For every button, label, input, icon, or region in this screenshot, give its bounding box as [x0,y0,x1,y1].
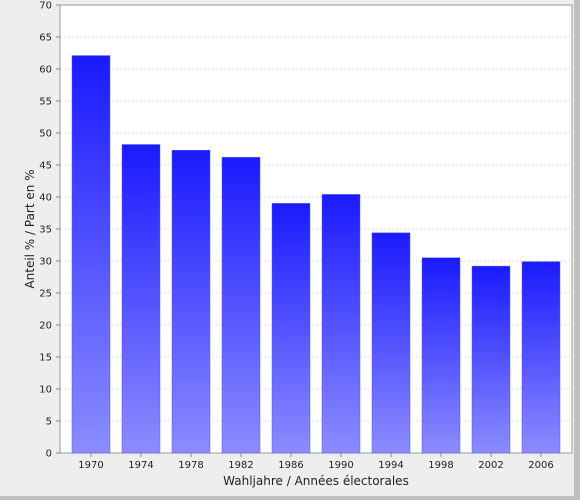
x-tick-label: 2006 [528,460,553,471]
y-axis-title: Anteil % / Part en % [23,169,37,288]
x-tick-label: 1998 [428,460,453,471]
y-tick-label: 50 [39,129,52,140]
y-tick-label: 5 [46,417,52,428]
y-tick-label: 55 [39,97,52,108]
y-tick-label: 0 [46,449,52,460]
y-tick-label: 45 [39,161,52,172]
x-tick-label: 1990 [328,460,353,471]
bar-1970 [71,55,111,454]
x-tick-label: 1994 [378,460,403,471]
y-axis-ticks: 0 5 10 15 20 25 30 35 40 45 50 55 60 65 70 [39,1,60,460]
y-tick-label: 70 [39,1,52,12]
bar-1998 [421,257,461,454]
y-tick-label: 65 [39,33,52,44]
bar-1982 [221,157,261,454]
x-tick-label: 1986 [278,460,303,471]
y-tick-label: 40 [39,193,52,204]
y-tick-label: 60 [39,65,52,76]
x-tick-label: 1970 [78,460,103,471]
bar-1974 [121,144,161,454]
y-tick-label: 35 [39,225,52,236]
y-tick-label: 10 [39,385,52,396]
x-tick-label: 1982 [228,460,253,471]
x-tick-label: 1978 [178,460,203,471]
x-tick-label: 2002 [478,460,503,471]
bar-2006 [521,261,561,454]
x-axis-title: Wahljahre / Années électorales [223,474,409,488]
bars [71,55,561,454]
y-tick-label: 25 [39,289,52,300]
x-tick-label: 1974 [128,460,153,471]
x-axis-ticks: 1970 1974 1978 1982 1986 1990 1994 1998 2002 2006 [78,453,554,471]
bar-1978 [171,150,211,454]
y-tick-label: 30 [39,257,52,268]
y-tick-label: 15 [39,353,52,364]
bar-1990 [321,194,361,454]
bar-1994 [371,232,411,454]
bar-2002 [471,265,511,454]
y-tick-label: 20 [39,321,52,332]
bar-1986 [271,203,311,454]
